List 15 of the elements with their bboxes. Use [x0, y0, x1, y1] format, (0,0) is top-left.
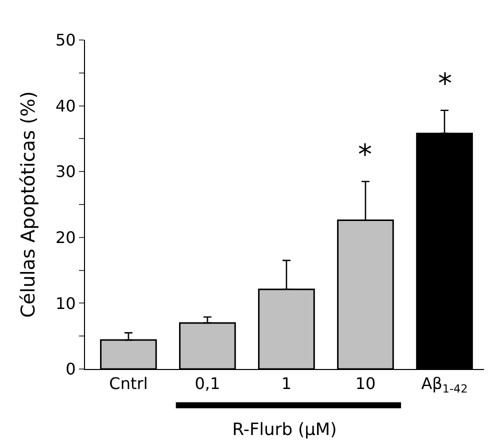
annotation: * [438, 67, 452, 100]
y-tick-label: 0 [66, 360, 76, 379]
y-tick-label: 40 [55, 96, 76, 116]
x-tick-label: 10 [355, 374, 376, 394]
y-tick-label: 10 [55, 294, 76, 313]
x-axis-title: R-Flurb (μM) [232, 420, 337, 440]
x-tick-label: 0,1 [194, 374, 220, 394]
x-tick-label: Aβ$_{1-42}$ [421, 374, 468, 396]
annotation: * [358, 138, 372, 171]
y-tick-label: 20 [55, 228, 76, 247]
x-tick-label: Cntrl [109, 374, 148, 394]
y-tick-label: 50 [55, 30, 76, 50]
y-tick-label: 30 [55, 162, 76, 182]
x-tick-label: 1 [281, 374, 292, 394]
y-axis-title: Células Apoptóticas (%) [17, 91, 40, 318]
